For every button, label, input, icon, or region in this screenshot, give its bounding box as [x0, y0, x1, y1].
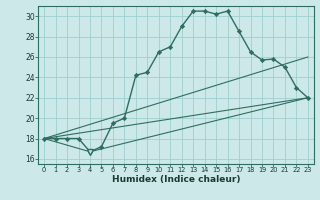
X-axis label: Humidex (Indice chaleur): Humidex (Indice chaleur)	[112, 175, 240, 184]
